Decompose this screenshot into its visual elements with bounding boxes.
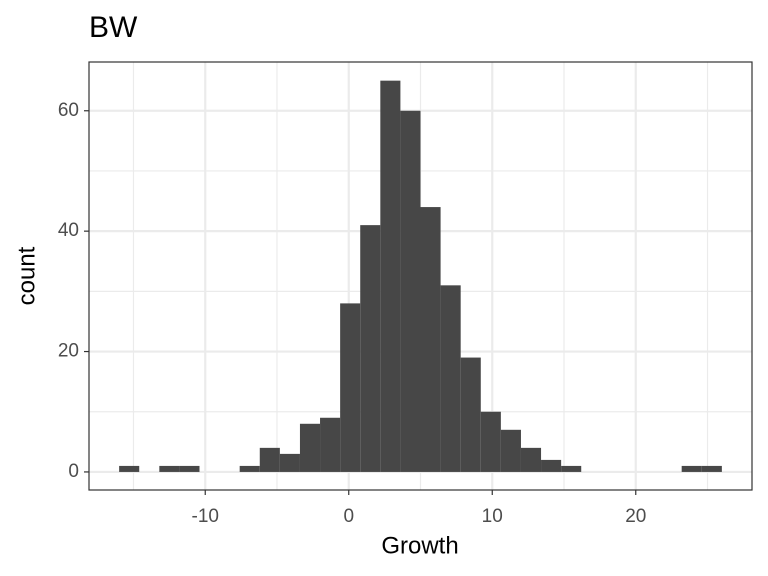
bar [561, 465, 582, 472]
x-tick-label: 0 [343, 506, 354, 527]
bar [320, 417, 341, 472]
x-axis-label: Growth [381, 532, 458, 559]
bar [299, 423, 321, 472]
y-tick-label: 60 [58, 100, 79, 121]
x-tick-label: -10 [192, 506, 219, 527]
bar [279, 453, 300, 472]
chart-title: BW [89, 11, 138, 44]
bar [259, 447, 280, 472]
bar [179, 465, 200, 472]
bar [480, 411, 501, 472]
y-tick-label: 20 [58, 341, 79, 362]
bar [500, 429, 521, 472]
bar [400, 110, 421, 472]
bar [119, 465, 140, 472]
bar [701, 465, 722, 472]
bar [340, 303, 361, 472]
y-tick-label: 40 [58, 220, 79, 241]
bar [239, 465, 260, 472]
x-tick-label: 10 [482, 506, 503, 527]
bar [159, 465, 180, 472]
y-tick-label: 0 [68, 461, 79, 482]
panel-border [88, 61, 753, 491]
bar [420, 207, 441, 472]
bar [360, 225, 381, 472]
bar [681, 465, 702, 472]
x-tick-label: 20 [625, 506, 646, 527]
bar [380, 80, 401, 472]
bar [541, 459, 562, 472]
bar [520, 447, 542, 472]
y-axis-label: count [13, 246, 40, 305]
bar [440, 285, 461, 472]
bar [460, 357, 481, 472]
